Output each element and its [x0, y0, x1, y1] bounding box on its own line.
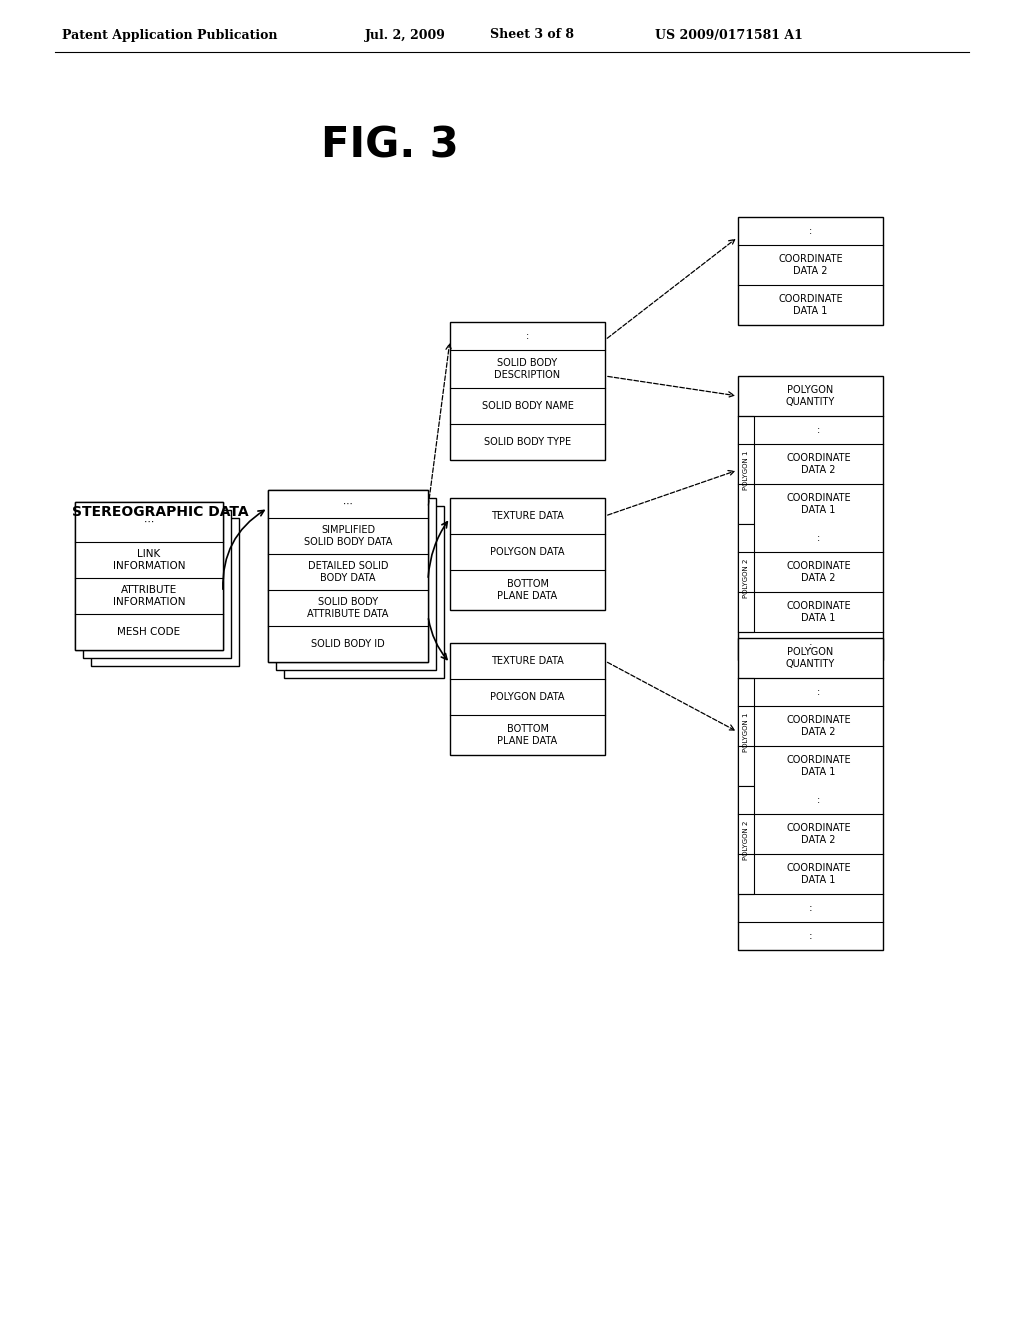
Bar [450, 322, 605, 459]
Bar [268, 490, 428, 663]
Text: :: : [817, 795, 820, 805]
Text: COORDINATE
DATA 2: COORDINATE DATA 2 [786, 715, 851, 737]
Text: SOLID BODY
ATTRIBUTE DATA: SOLID BODY ATTRIBUTE DATA [307, 597, 389, 619]
Bar [450, 643, 605, 755]
Text: BOTTOM
PLANE DATA: BOTTOM PLANE DATA [498, 725, 557, 746]
Text: COORDINATE
DATA 1: COORDINATE DATA 1 [786, 494, 851, 515]
Text: COORDINATE
DATA 1: COORDINATE DATA 1 [778, 294, 843, 315]
Text: US 2009/0171581 A1: US 2009/0171581 A1 [655, 29, 803, 41]
Bar [75, 502, 223, 649]
Text: ⋯: ⋯ [343, 499, 353, 510]
Text: STEREOGRAPHIC DATA: STEREOGRAPHIC DATA [72, 506, 248, 519]
Text: FIG. 3: FIG. 3 [322, 124, 459, 166]
Bar [738, 376, 883, 660]
Text: SOLID BODY TYPE: SOLID BODY TYPE [484, 437, 571, 447]
Text: COORDINATE
DATA 1: COORDINATE DATA 1 [786, 601, 851, 623]
Text: POLYGON DATA: POLYGON DATA [490, 692, 565, 702]
Text: Patent Application Publication: Patent Application Publication [62, 29, 278, 41]
Bar [738, 416, 754, 524]
Text: POLYGON
QUANTITY: POLYGON QUANTITY [785, 647, 836, 669]
Text: :: : [526, 331, 529, 341]
Text: ATTRIBUTE
INFORMATION: ATTRIBUTE INFORMATION [113, 585, 185, 607]
Text: TEXTURE DATA: TEXTURE DATA [492, 511, 564, 521]
Bar [450, 498, 605, 610]
Text: ⋯: ⋯ [143, 517, 155, 527]
Text: SOLID BODY NAME: SOLID BODY NAME [481, 401, 573, 411]
Bar [738, 678, 754, 785]
Text: MESH CODE: MESH CODE [118, 627, 180, 638]
Text: :: : [809, 903, 812, 913]
Bar [75, 502, 223, 649]
Text: POLYGON 2: POLYGON 2 [743, 820, 749, 859]
Text: SIMPLIFIED
SOLID BODY DATA: SIMPLIFIED SOLID BODY DATA [304, 525, 392, 546]
Text: POLYGON
QUANTITY: POLYGON QUANTITY [785, 385, 836, 407]
Text: COORDINATE
DATA 1: COORDINATE DATA 1 [786, 863, 851, 884]
Text: :: : [817, 425, 820, 436]
Text: Jul. 2, 2009: Jul. 2, 2009 [365, 29, 445, 41]
Text: :: : [817, 533, 820, 543]
Bar [284, 506, 444, 678]
Bar [738, 638, 883, 950]
Bar [738, 785, 754, 894]
Text: Sheet 3 of 8: Sheet 3 of 8 [490, 29, 574, 41]
Text: COORDINATE
DATA 2: COORDINATE DATA 2 [786, 561, 851, 583]
Text: :: : [817, 686, 820, 697]
Text: POLYGON 1: POLYGON 1 [743, 713, 749, 752]
Text: BOTTOM
PLANE DATA: BOTTOM PLANE DATA [498, 579, 557, 601]
Text: :: : [809, 931, 812, 941]
Bar [268, 490, 428, 663]
Text: COORDINATE
DATA 2: COORDINATE DATA 2 [786, 453, 851, 475]
Bar [276, 498, 436, 671]
Text: SOLID BODY ID: SOLID BODY ID [311, 639, 385, 649]
Text: :: : [809, 226, 812, 236]
Text: COORDINATE
DATA 2: COORDINATE DATA 2 [778, 255, 843, 276]
Text: :: : [809, 642, 812, 651]
Bar [83, 510, 231, 657]
Text: COORDINATE
DATA 2: COORDINATE DATA 2 [786, 824, 851, 845]
Text: LINK
INFORMATION: LINK INFORMATION [113, 549, 185, 570]
Text: COORDINATE
DATA 1: COORDINATE DATA 1 [786, 755, 851, 776]
Text: POLYGON 2: POLYGON 2 [743, 558, 749, 598]
Text: POLYGON DATA: POLYGON DATA [490, 546, 565, 557]
Bar [91, 517, 239, 667]
Bar [738, 524, 754, 632]
Text: POLYGON 1: POLYGON 1 [743, 450, 749, 490]
Text: SOLID BODY
DESCRIPTION: SOLID BODY DESCRIPTION [495, 358, 560, 380]
Text: TEXTURE DATA: TEXTURE DATA [492, 656, 564, 667]
Text: DETAILED SOLID
BODY DATA: DETAILED SOLID BODY DATA [308, 561, 388, 583]
Bar [738, 216, 883, 325]
